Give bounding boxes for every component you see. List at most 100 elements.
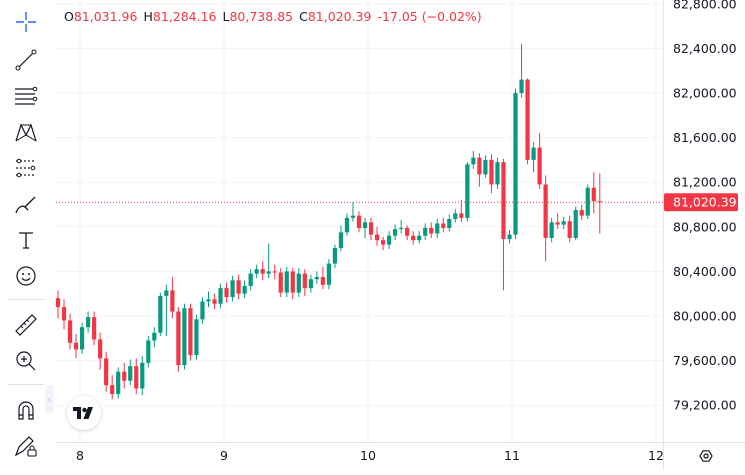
candle-body [116, 371, 121, 395]
candle-body [188, 308, 193, 356]
zoom-in-tool-button[interactable] [8, 345, 44, 377]
candle-body [296, 273, 301, 293]
candle-body [98, 339, 103, 359]
candle-body [459, 213, 464, 218]
close-label: C [299, 9, 308, 24]
candle-body [591, 187, 596, 202]
candle-body [447, 218, 452, 228]
candle-body [67, 320, 73, 343]
trend-line-icon [15, 49, 37, 71]
candle-body [483, 159, 488, 175]
toolbar-collapse-handle[interactable]: ‹ [45, 385, 54, 413]
text-icon [19, 232, 33, 249]
candle-body [236, 280, 241, 294]
candle-body [399, 227, 404, 230]
candle-body [140, 362, 145, 389]
trend-line-tool-button[interactable] [8, 44, 44, 76]
price-tick-label: 81,600.00 [673, 130, 737, 145]
candle-body [308, 279, 313, 289]
candle-body [441, 223, 446, 228]
last-price-label: 81,020.39 [673, 195, 737, 210]
candle-body [537, 147, 542, 185]
candle-body [290, 271, 295, 293]
candle-body [465, 164, 470, 218]
candle-body [417, 235, 422, 241]
candle-body [356, 215, 362, 228]
candle-body [302, 273, 307, 289]
low-value: 80,738.85 [229, 9, 294, 24]
candle-body [260, 269, 265, 274]
prediction-tool-button[interactable] [8, 152, 44, 184]
candle-body [368, 222, 374, 235]
candle-body [79, 327, 85, 350]
candle-body [314, 276, 319, 280]
candle-body [495, 162, 500, 185]
candle-body [350, 215, 356, 218]
candle-body [55, 298, 61, 308]
text-tool-button[interactable] [8, 224, 44, 256]
candle-body [393, 229, 398, 236]
candle-body [344, 217, 350, 233]
fib-retracement-tool-button[interactable] [8, 80, 44, 112]
magnet-tool-button[interactable] [8, 394, 44, 426]
candle-body [182, 308, 187, 366]
candle-body [86, 317, 91, 328]
candle-body [362, 222, 368, 228]
candle-body [597, 201, 602, 203]
candle-body [61, 307, 67, 321]
candle-body [423, 227, 428, 236]
candle-body [194, 319, 199, 356]
candle-body [519, 79, 524, 93]
emoji-tool-button[interactable] [8, 260, 44, 292]
candle-body [164, 290, 169, 296]
candle-body [110, 385, 115, 395]
open-value: 81,031.96 [73, 9, 138, 24]
brush-tool-button[interactable] [8, 188, 44, 220]
candle-body [579, 210, 584, 216]
high-value: 81,284.16 [152, 9, 217, 24]
candle-body [453, 213, 458, 219]
candle-body [134, 366, 139, 389]
lock-drawings-tool-button[interactable] [8, 430, 44, 462]
candle-body [567, 221, 572, 238]
candle-body [585, 187, 590, 216]
price-tick-label: 82,400.00 [673, 41, 737, 56]
toolbar-divider [8, 384, 44, 385]
candle-body [284, 271, 289, 293]
pattern-tool-button[interactable] [8, 116, 44, 148]
price-tick-label: 79,600.00 [673, 353, 737, 368]
crosshair-tool-button[interactable] [8, 6, 44, 38]
toolbar-divider [8, 299, 44, 300]
close-value: 81,020.39 [307, 9, 372, 24]
candle-body [326, 263, 331, 285]
settings-icon[interactable] [699, 450, 713, 462]
ruler-icon [15, 314, 37, 336]
candle-body [272, 271, 277, 273]
candle-body [128, 366, 133, 381]
candle-body [158, 295, 163, 333]
candle-body [525, 79, 530, 160]
candle-body [332, 247, 338, 264]
time-tick-label: 11 [504, 448, 520, 463]
candle-body [429, 227, 434, 234]
price-tick-label: 80,400.00 [673, 264, 737, 279]
time-tick-label: 10 [360, 448, 376, 463]
crosshair-icon [16, 12, 36, 32]
open-label: O [64, 9, 74, 24]
candle-body [513, 93, 518, 235]
tradingview-logo-icon [73, 407, 93, 419]
zoom-in-icon [16, 351, 36, 371]
high-label: H [143, 9, 153, 24]
candle-body [561, 221, 566, 225]
ruler-tool-button[interactable] [8, 309, 44, 341]
drawing-toolbar [0, 0, 52, 470]
candle-body [501, 162, 506, 240]
settings-icon-outline [699, 450, 713, 462]
candle-body [387, 235, 392, 245]
candle-body [152, 332, 157, 341]
candle-body [206, 299, 211, 302]
emoji-icon [16, 266, 36, 286]
tradingview-logo-button[interactable] [67, 396, 101, 430]
